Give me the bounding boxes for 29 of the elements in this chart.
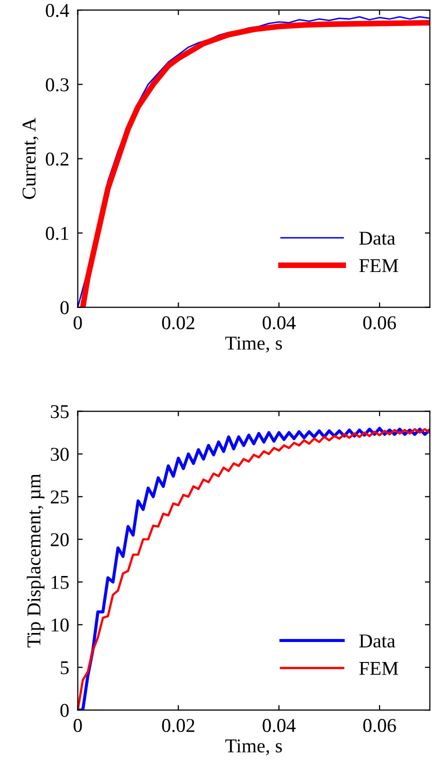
y-tick-label: 0.4 — [46, 4, 70, 18]
y-tick-label: 0.3 — [46, 78, 69, 92]
x-tick-label: 0 — [74, 316, 82, 330]
x-tick-label: 0 — [74, 718, 82, 732]
y-tick-label: 0.2 — [46, 152, 68, 166]
x-tick-label: 0.06 — [363, 316, 396, 330]
y-tick-label: 5 — [60, 661, 69, 674]
y-tick-label: 0.1 — [46, 226, 68, 240]
y-tick-label: 15 — [52, 576, 69, 589]
legend-label: FEM — [359, 259, 398, 272]
legend-label: Data — [359, 232, 396, 245]
y-axis-title: Current, A — [22, 118, 38, 199]
y-tick-label: 20 — [50, 533, 69, 546]
x-tick-label: 0.02 — [162, 718, 194, 732]
legend-label: Data — [359, 634, 396, 648]
x-tick-label: 0.04 — [262, 316, 296, 330]
x-axis-title: Time, s — [225, 739, 282, 756]
y-tick-label: 10 — [52, 618, 69, 632]
y-axis-title: Tip Displacement, µm — [26, 474, 44, 648]
y-tick-label: 35 — [50, 405, 69, 418]
y-tick-label: 0 — [60, 301, 69, 314]
y-tick-label: 25 — [50, 490, 69, 504]
x-tick-label: 0.02 — [162, 316, 194, 330]
x-axis-title: Time, s — [225, 336, 282, 353]
x-tick-label: 0.04 — [262, 718, 296, 732]
legend-label: FEM — [359, 662, 398, 675]
x-tick-label: 0.06 — [363, 718, 396, 732]
y-tick-label: 30 — [50, 448, 69, 461]
y-tick-label: 0 — [60, 704, 69, 717]
